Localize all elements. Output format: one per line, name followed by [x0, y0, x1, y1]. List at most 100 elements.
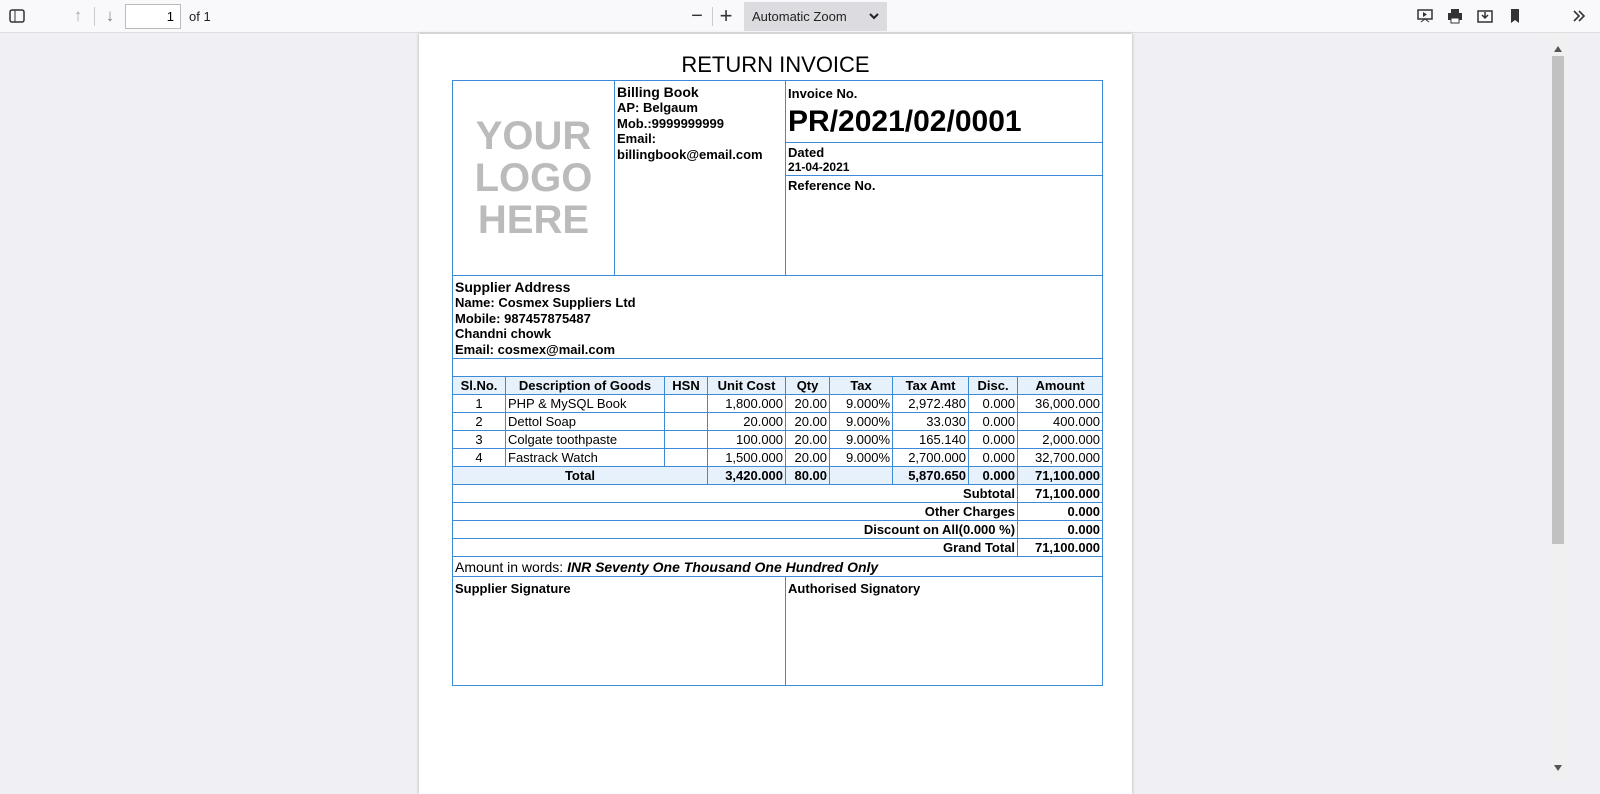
summary-value: 71,100.000 — [1017, 484, 1104, 503]
spacer-row — [451, 358, 1104, 377]
table-cell: PHP & MySQL Book — [505, 394, 665, 413]
company-info: Billing Book AP: Belgaum Mob.:9999999999… — [613, 80, 787, 276]
table-cell: 4 — [452, 448, 506, 467]
table-cell — [664, 448, 708, 467]
dated-label: Dated — [788, 144, 825, 160]
column-header: Qty — [785, 376, 831, 395]
table-cell: 32,700.000 — [1017, 448, 1104, 467]
supplier-email: Email: cosmex@mail.com — [455, 341, 616, 357]
plus-icon[interactable]: + — [719, 3, 733, 28]
print-icon[interactable] — [1444, 4, 1466, 28]
table-cell: Dettol Soap — [505, 412, 665, 431]
presentation-icon[interactable] — [1414, 4, 1436, 28]
table-cell: 9.000% — [829, 412, 894, 431]
minus-icon[interactable]: − — [691, 5, 703, 27]
company-email-label: Email: — [617, 131, 657, 146]
supplier-name: Name: Cosmex Suppliers Ltd — [455, 295, 636, 310]
column-header: Amount — [1017, 376, 1104, 395]
table-cell: 20.00 — [785, 448, 831, 467]
table-cell — [664, 412, 708, 431]
summary-label: Subtotal — [451, 484, 1019, 503]
table-row: 3 Colgate toothpaste 100.000 20.00 9.000% 165… — [452, 430, 1104, 449]
summary-label: Grand Total — [451, 538, 1019, 557]
page-number-input[interactable] — [125, 4, 181, 29]
table-cell: 20.00 — [785, 394, 831, 413]
total-disc: 0.000 — [968, 466, 1019, 485]
table-cell: 9.000% — [829, 448, 894, 467]
summary-value: 0.000 — [1017, 502, 1104, 521]
table-cell: 1,500.000 — [706, 448, 787, 467]
zoom-value: Automatic Zoom — [752, 9, 847, 24]
table-cell: 2 — [452, 412, 506, 431]
supplier-street: Chandni chowk — [455, 326, 552, 341]
supplier-label: Supplier Address — [455, 279, 571, 295]
table-cell: 400.000 — [1017, 412, 1104, 431]
table-cell: 9.000% — [829, 430, 894, 449]
arrow-down-icon[interactable]: ↓ — [105, 6, 115, 25]
table-cell: 0.000 — [968, 412, 1019, 431]
column-header: Tax Amt — [892, 376, 970, 395]
table-cell: 165.140 — [892, 430, 970, 449]
table-cell: 1,800.000 — [706, 394, 787, 413]
company-address: AP: Belgaum — [617, 100, 698, 115]
table-cell: 36,000.000 — [1017, 394, 1104, 413]
summary-value: 71,100.000 — [1017, 538, 1104, 557]
total-row: Total 3,420.000 80.00 5,870.650 0.000 71,100.… — [452, 466, 1104, 485]
items-header: Sl.No. Description of Goods HSN Unit Cost Qt… — [452, 376, 1104, 395]
page-count: of 1 — [189, 9, 211, 24]
invoice-no-label: Invoice No. — [788, 86, 858, 101]
total-amount: 71,100.000 — [1017, 466, 1104, 485]
table-cell — [664, 430, 708, 449]
table-cell: 0.000 — [968, 448, 1019, 467]
arrow-up-icon[interactable]: ↑ — [73, 6, 83, 25]
column-header: Sl.No. — [452, 376, 506, 395]
amount-in-words: Amount in words: INR Seventy One Thousan… — [451, 556, 1104, 577]
invoice-date: 21-04-2021 — [788, 160, 850, 174]
chevron-down-icon — [869, 9, 879, 24]
save-icon[interactable] — [1474, 4, 1496, 28]
table-cell: 3 — [452, 430, 506, 449]
column-header: HSN — [664, 376, 708, 395]
words-label: Amount in words: — [455, 558, 564, 575]
table-cell: 33.030 — [892, 412, 970, 431]
scroll-down-icon[interactable] — [1554, 758, 1562, 776]
bookmark-icon[interactable] — [1504, 4, 1526, 28]
total-tax-amt: 5,870.650 — [892, 466, 970, 485]
table-cell: 100.000 — [706, 430, 787, 449]
table-cell: 2,700.000 — [892, 448, 970, 467]
table-cell: 2,000.000 — [1017, 430, 1104, 449]
column-header: Tax — [829, 376, 894, 395]
table-cell: 1 — [452, 394, 506, 413]
total-label: Total — [452, 466, 708, 485]
scrollbar-thumb[interactable] — [1552, 56, 1564, 544]
sidebar-toggle-icon[interactable] — [6, 4, 28, 28]
words-value: INR Seventy One Thousand One Hundred Onl… — [567, 558, 879, 575]
table-row: 1 PHP & MySQL Book 1,800.000 20.00 9.000% 2,9… — [452, 394, 1104, 413]
zoom-select[interactable]: Automatic Zoom — [744, 2, 887, 31]
company-email: billingbook@email.com — [617, 146, 763, 162]
summary-value: 0.000 — [1017, 520, 1104, 539]
logo-cell: YOUR LOGO HERE — [452, 80, 615, 276]
summary-row: Other Charges 0.000 — [451, 502, 1104, 521]
summary-row: Subtotal 71,100.000 — [451, 484, 1104, 503]
summary-label: Other Charges — [451, 502, 1019, 521]
company-name: Billing Book — [617, 84, 699, 100]
scroll-up-icon[interactable] — [1554, 39, 1562, 57]
reference-label: Reference No. — [788, 178, 876, 193]
table-cell — [664, 394, 708, 413]
supplier-address: Supplier Address Name: Cosmex Suppliers … — [451, 275, 1104, 359]
supplier-mobile: Mobile: 987457875487 — [455, 310, 591, 326]
column-header: Unit Cost — [706, 376, 787, 395]
invoice-info: Invoice No. PR/2021/02/0001 Dated 21-04-… — [785, 80, 1104, 276]
total-tax — [829, 466, 894, 485]
table-cell: Fastrack Watch — [505, 448, 665, 467]
table-row: 2 Dettol Soap 20.000 20.00 9.000% 33.030 0.000… — [452, 412, 1104, 431]
table-cell: Colgate toothpaste — [505, 430, 665, 449]
logo-placeholder: YOUR LOGO HERE — [474, 114, 593, 242]
summary-label: Discount on All(0.000 %) — [451, 520, 1019, 539]
summary-row: Grand Total 71,100.000 — [451, 538, 1104, 557]
vertical-scrollbar[interactable] — [1550, 34, 1566, 781]
total-unit-cost: 3,420.000 — [706, 466, 787, 485]
double-chevron-right-icon[interactable] — [1568, 4, 1590, 28]
table-cell: 0.000 — [968, 430, 1019, 449]
